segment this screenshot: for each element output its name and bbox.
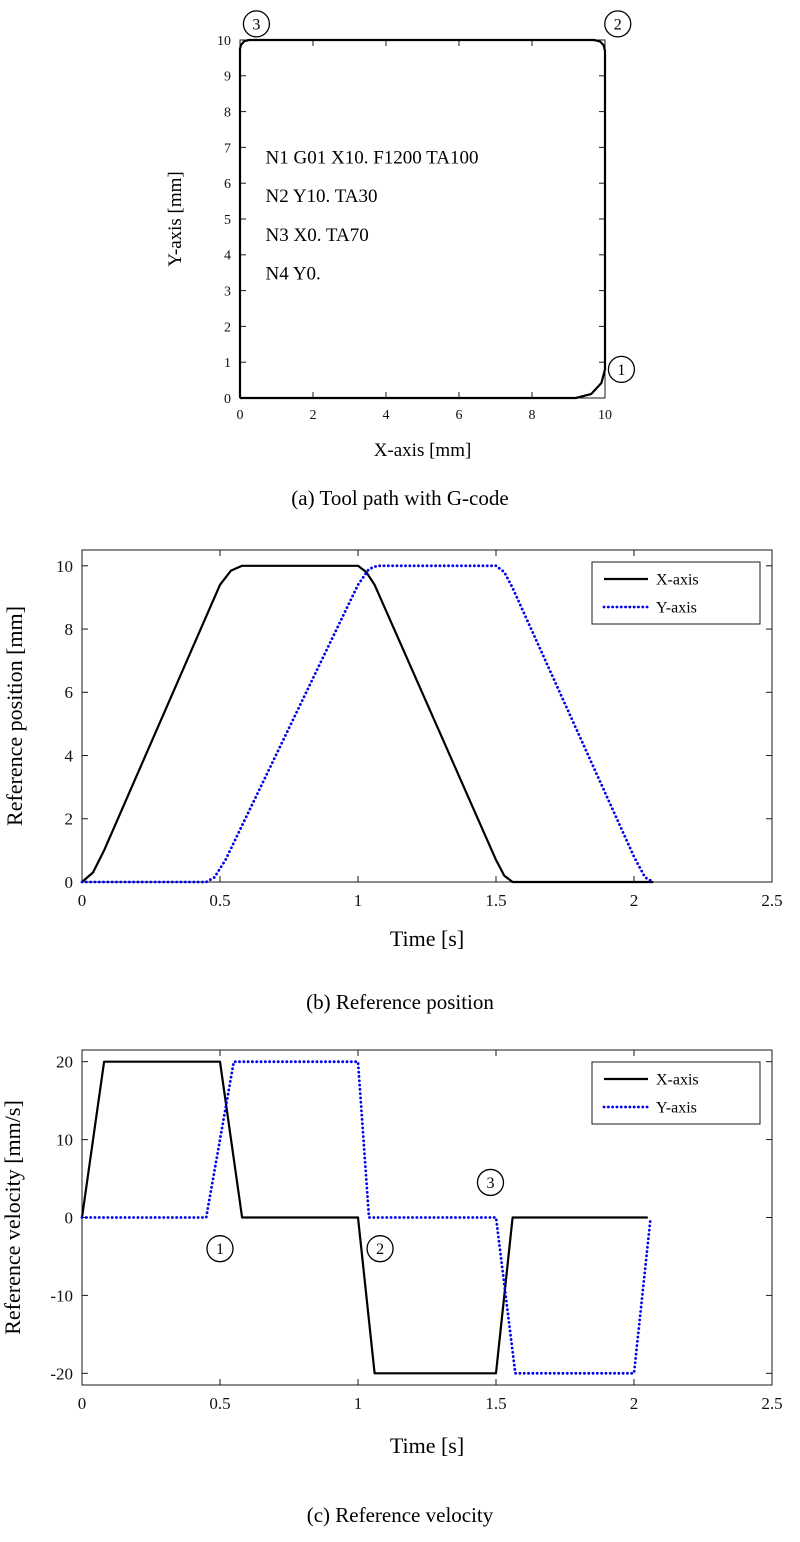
reference-velocity-svg: 0 0.5 1 1.5 2 2.5 -20 -10 0 10 20 1 2 3 X-axis Y-axis Ti…: [0, 1049, 783, 1458]
y-tick-label: 0: [224, 392, 231, 407]
legend-label: X-axis: [656, 572, 699, 589]
annotation-number: 1: [617, 362, 625, 379]
y-tick-label: 10: [56, 557, 73, 576]
tool-path-svg: 0 2 4 6 8 10 0 1 2 3 4 5 6 7 8 9 10 N1 G01 X10. F1200 TA1…: [165, 10, 636, 461]
x-tick-label: 2.5: [761, 891, 782, 910]
annotation-circle-3: [242, 10, 271, 38]
y-tick-label: 2: [65, 810, 74, 829]
y-tick-label: 9: [224, 70, 231, 85]
toolpath-chart: 0 2 4 6 8 10 0 1 2 3 4 5 6 7 8 9 10 N1 G01 X10. F1200 TA1…: [155, 0, 645, 470]
series-tool-path-outline: [238, 38, 607, 400]
legend: X-axis Y-axis: [591, 561, 761, 625]
x-tick-label: 6: [456, 408, 463, 423]
x-tick-label: 8: [529, 408, 536, 423]
legend-box: [591, 561, 761, 625]
y-tick-label: 8: [224, 106, 231, 121]
x-tick-label: 1: [354, 1394, 363, 1413]
annotation-number: 3: [252, 16, 260, 33]
caption-b: (b) Reference position: [306, 990, 494, 1014]
legend-label: X-axis: [656, 1072, 699, 1089]
y-tick-label: 8: [65, 620, 74, 639]
caption-a: (a) Tool path with G-code: [291, 486, 509, 510]
annotation-circle-2: [366, 1235, 394, 1263]
legend-label: Y-axis: [656, 600, 697, 617]
x-tick-label: 10: [598, 408, 612, 423]
x-tick-label: 1: [354, 891, 363, 910]
x-tick-label: 4: [383, 408, 390, 423]
y-tick-label: 2: [224, 320, 231, 335]
y-tick-label: 6: [65, 683, 74, 702]
x-tick-label: 0: [237, 408, 244, 423]
caption-c: (c) Reference velocity: [306, 1503, 494, 1527]
x-axis-label: X-axis [mm]: [374, 440, 472, 461]
x-axis-label: Time [s]: [390, 1433, 464, 1458]
series-y-axis-position: [80, 564, 655, 884]
legend: X-axis Y-axis: [591, 1061, 761, 1125]
annotation-number: 3: [486, 1175, 494, 1192]
y-tick-label: 7: [224, 141, 231, 156]
y-tick-label: -20: [50, 1364, 73, 1383]
axes-box: [81, 549, 773, 883]
annotation-number: 1: [216, 1241, 224, 1258]
legend-box: [591, 1061, 761, 1125]
x-tick-label: 2: [630, 891, 639, 910]
legend-label: Y-axis: [656, 1100, 697, 1117]
annotation-number: 2: [376, 1241, 384, 1258]
annotation-circle-1: [206, 1235, 234, 1263]
x-tick-label: 2.5: [761, 1394, 782, 1413]
x-tick-label: 0: [78, 891, 87, 910]
annotation-circle-2: [604, 10, 632, 38]
y-tick-label: 10: [217, 34, 231, 49]
annotation-circle-3: [476, 1168, 505, 1197]
x-tick-label: 0.5: [209, 1394, 230, 1413]
y-tick-label: 5: [224, 213, 231, 228]
x-axis-label: Time [s]: [390, 926, 464, 951]
position-chart: 0 0.5 1 1.5 2 2.5 0 2 4 6 8 10 X-axis Y-axis Time [s] R…: [0, 532, 800, 960]
y-tick-label: -10: [50, 1286, 73, 1305]
gcode-line: N3 X0. TA70: [266, 225, 369, 246]
y-tick-label: 4: [65, 746, 74, 765]
velocity-chart: 0 0.5 1 1.5 2 2.5 -20 -10 0 10 20 1 2 3 X-axis Y-axis Ti…: [0, 1032, 800, 1467]
axes-box: [239, 39, 606, 399]
gcode-line: N2 Y10. TA30: [266, 186, 378, 207]
x-tick-label: 0: [78, 1394, 87, 1413]
series-y-axis-velocity: [80, 1060, 652, 1375]
x-tick-label: 2: [310, 408, 317, 423]
y-tick-label: 0: [65, 1208, 74, 1227]
y-axis-label: Reference velocity [mm/s]: [0, 1100, 25, 1335]
annotation-number: 2: [614, 16, 622, 33]
y-tick-label: 6: [224, 177, 231, 192]
x-tick-label: 1.5: [485, 891, 506, 910]
y-tick-label: 0: [65, 873, 74, 892]
y-tick-label: 20: [56, 1053, 73, 1072]
y-tick-label: 3: [224, 285, 231, 300]
reference-position-svg: 0 0.5 1 1.5 2 2.5 0 2 4 6 8 10 X-axis Y-axis Time [s] R…: [2, 549, 783, 951]
y-axis-label: Y-axis [mm]: [165, 171, 186, 267]
annotation-circle-1: [607, 355, 636, 384]
y-tick-label: 10: [56, 1131, 73, 1150]
x-tick-label: 1.5: [485, 1394, 506, 1413]
series-x-axis-position: [81, 564, 654, 884]
x-tick-label: 2: [630, 1394, 639, 1413]
series-x-axis-velocity: [80, 1060, 648, 1375]
y-tick-label: 4: [224, 249, 231, 264]
y-tick-label: 1: [224, 356, 231, 371]
gcode-line: N4 Y0.: [266, 264, 321, 285]
gcode-line: N1 G01 X10. F1200 TA100: [266, 148, 479, 169]
y-axis-label: Reference position [mm]: [2, 606, 27, 826]
x-tick-label: 0.5: [209, 891, 230, 910]
